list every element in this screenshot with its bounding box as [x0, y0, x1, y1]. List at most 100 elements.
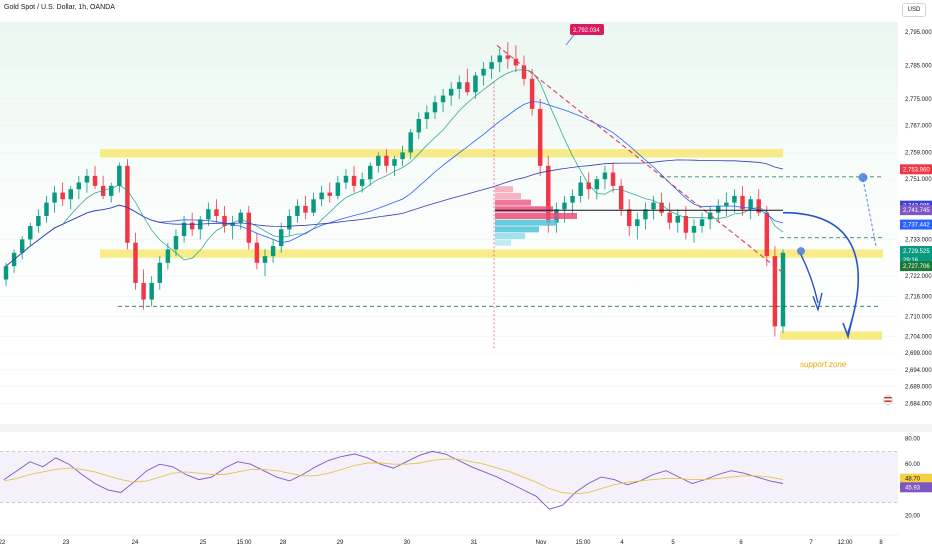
flag-icon: [883, 395, 893, 405]
rsi-value-label: 45.93: [905, 485, 921, 491]
candle-body: [44, 202, 49, 216]
candle-body: [246, 212, 252, 243]
candle-body: [319, 192, 324, 200]
rsi-axis-tick: 80.00: [905, 437, 921, 443]
price-axis-tick: 2,689.000: [905, 385, 932, 391]
candle-body: [529, 78, 535, 109]
candle-body: [157, 262, 163, 283]
candle-body: [651, 202, 656, 210]
candle-body: [699, 219, 705, 227]
candle-body: [19, 239, 25, 253]
volume-profile-bar: [495, 186, 513, 193]
volume-profile-bar: [495, 212, 577, 219]
candle-body: [125, 165, 130, 243]
candle-body: [546, 165, 551, 223]
price-axis-tick: 2,767.000: [905, 124, 932, 130]
candle-body: [311, 199, 316, 213]
price-axis-label: 2,729.525: [903, 249, 930, 255]
volume-profile-bar: [495, 219, 557, 226]
price-axis-tick: 2,704.000: [905, 334, 932, 340]
candle-body: [537, 108, 543, 166]
candle-body: [691, 226, 697, 233]
price-axis-label: 2,727.706: [903, 264, 930, 270]
mid-zone: [100, 249, 883, 258]
candle-body: [384, 155, 389, 166]
candle-body: [189, 222, 195, 230]
candle-body: [206, 209, 211, 220]
candle-body: [618, 185, 624, 210]
flag-stripe: [884, 400, 892, 402]
time-axis-tick: 29: [337, 540, 344, 546]
candle-body: [295, 205, 300, 216]
candle-body: [28, 226, 33, 240]
candle-body: [133, 242, 138, 283]
time-axis-tick: 30: [404, 540, 411, 546]
time-axis-tick: 23: [63, 540, 70, 546]
candle-body: [602, 172, 608, 180]
rsi-band: [0, 451, 898, 503]
candle-body: [165, 249, 171, 263]
price-axis-tick: 2,699.000: [905, 351, 932, 357]
candle-body: [108, 185, 114, 196]
flag-stripe: [884, 396, 892, 399]
candle-body: [489, 62, 494, 69]
candle-body: [440, 95, 446, 103]
candle-body: [457, 82, 462, 89]
high-price-marker-box: [570, 24, 604, 35]
time-axis-tick: 25: [200, 540, 207, 546]
time-axis-tick: 8: [879, 540, 883, 546]
rsi-axis-tick: 20.00: [905, 514, 921, 520]
rsi-value-label: 48.70: [905, 477, 921, 483]
support-zone-label: support zone: [800, 360, 847, 369]
candle-body: [659, 202, 664, 213]
high-price-marker-label: 2,792.034: [573, 28, 600, 34]
volume-profile-bar: [495, 192, 521, 199]
candle-body: [716, 205, 721, 213]
pane-separator: [0, 424, 932, 432]
time-axis-tick: 4: [620, 540, 624, 546]
price-axis-label: 2,737.442: [903, 223, 930, 229]
candle-body: [683, 215, 689, 233]
candle-body: [562, 202, 567, 210]
candle-body: [278, 229, 284, 247]
candle-body: [222, 215, 227, 227]
chart-title: Gold Spot / U.S. Dollar, 1h, OANDA: [4, 4, 115, 11]
rsi-value-label-box: [900, 482, 932, 493]
price-axis-tick: 2,733.000: [905, 237, 932, 243]
time-axis-tick: 5: [671, 540, 675, 546]
currency-button[interactable]: USD: [902, 3, 926, 17]
price-axis-tick: 2,694.000: [905, 368, 932, 374]
price-axis-label: 2,753.960: [903, 167, 930, 173]
candle-body: [643, 209, 648, 220]
price-pane-background: [0, 22, 898, 420]
candle-body: [181, 222, 187, 237]
candle-body: [578, 182, 583, 196]
candle-body: [76, 182, 82, 190]
candle-body: [117, 165, 122, 186]
ma-slow-line: [5, 159, 784, 267]
price-axis-tick: 2,751.000: [905, 177, 932, 183]
entry-marker: [797, 247, 805, 256]
candle-body: [626, 209, 632, 227]
candle-body: [497, 55, 502, 63]
ma-fast-line: [5, 69, 784, 267]
candle-body: [610, 172, 616, 186]
candle-body: [238, 212, 243, 223]
volume-profile-bar: [495, 239, 511, 246]
price-axis-tick: 2,684.000: [905, 401, 932, 407]
price-axis-tick: 2,785.000: [905, 63, 932, 69]
candle-body: [772, 256, 778, 327]
candle-body: [521, 65, 527, 79]
high-price-marker-pointer: [565, 34, 575, 46]
projection-curve-small: [799, 252, 819, 304]
price-axis-label-box: [900, 219, 932, 230]
candle-body: [214, 209, 219, 216]
time-axis-tick: 22: [0, 540, 6, 546]
candle-body: [513, 58, 519, 66]
candle-body: [748, 199, 753, 210]
candle-body: [351, 175, 357, 186]
candle-body: [408, 132, 413, 153]
candle-body: [141, 282, 146, 300]
projection-curve-large: [782, 211, 859, 334]
